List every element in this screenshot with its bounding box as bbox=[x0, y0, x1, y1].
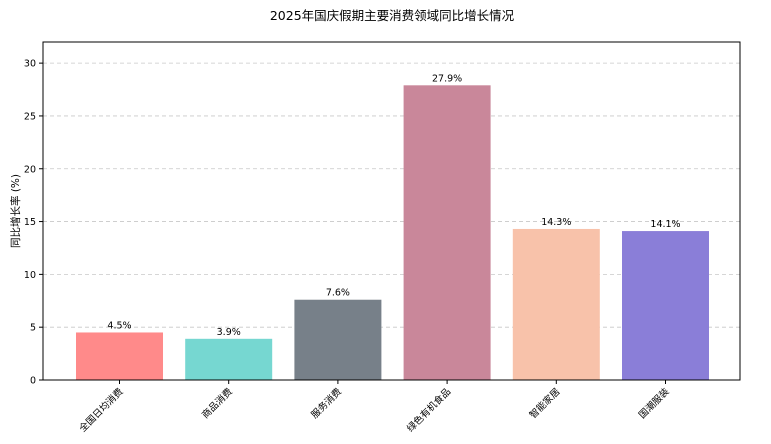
x-tick-label: 智能家居 bbox=[527, 386, 562, 421]
bar bbox=[185, 338, 273, 380]
x-tick-label: 全国日均消费 bbox=[77, 386, 126, 435]
y-tick-label: 5 bbox=[30, 323, 36, 334]
x-tick-label: 商品消费 bbox=[199, 386, 234, 421]
y-tick-label: 25 bbox=[24, 111, 36, 122]
plot-frame bbox=[42, 41, 741, 381]
y-tick-label: 30 bbox=[24, 59, 36, 70]
x-tick-label: 服务消费 bbox=[309, 386, 344, 421]
y-tick-label: 20 bbox=[24, 164, 36, 175]
bar bbox=[512, 228, 600, 380]
data-label: 7.6% bbox=[326, 288, 350, 299]
x-tick-label: 国潮服装 bbox=[636, 385, 672, 421]
y-tick-label: 15 bbox=[24, 217, 36, 228]
y-tick-label: 10 bbox=[24, 270, 36, 281]
data-label: 14.1% bbox=[650, 219, 680, 230]
bar bbox=[76, 332, 163, 380]
x-tick-layer: 全国日均消费 商品消费 服务消费 绿色有机食品 智能家居 国潮服装 bbox=[77, 380, 672, 434]
y-axis-label: 同比增长率 (%) bbox=[9, 174, 22, 248]
x-tick-label: 绿色有机食品 bbox=[404, 386, 453, 435]
data-label: 3.9% bbox=[217, 327, 241, 338]
bar bbox=[622, 231, 709, 380]
bar-layer bbox=[76, 85, 709, 381]
chart-title: 2025年国庆假期主要消费领域同比增长情况 bbox=[270, 8, 515, 23]
data-label: 4.5% bbox=[107, 320, 131, 331]
data-label-layer: 4.5% 3.9% 7.6% 27.9% 14.3% 14.1% bbox=[107, 73, 680, 338]
bar bbox=[403, 85, 491, 381]
y-tick-label: 0 bbox=[30, 376, 36, 387]
data-label: 14.3% bbox=[541, 217, 571, 228]
y-tick-layer: 0 5 10 15 20 25 30 bbox=[24, 59, 43, 387]
data-label: 27.9% bbox=[432, 73, 462, 84]
bar bbox=[294, 299, 382, 380]
